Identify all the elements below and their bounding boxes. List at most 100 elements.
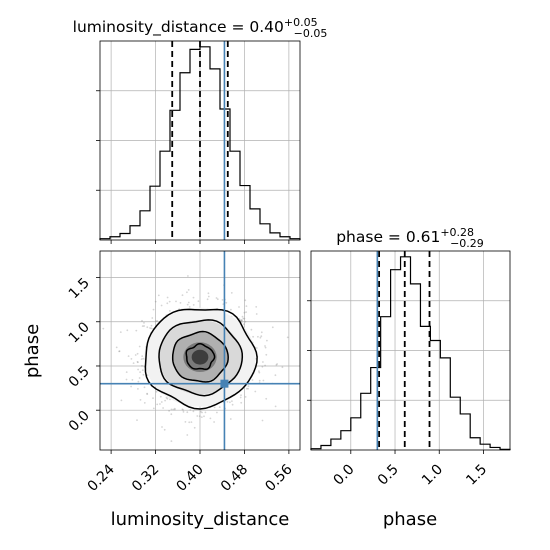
scatter-point xyxy=(130,385,133,388)
scatter-point xyxy=(286,336,289,339)
scatter-point xyxy=(186,303,189,306)
scatter-point xyxy=(137,368,140,371)
scatter-point xyxy=(134,354,137,356)
scatter-point xyxy=(170,408,173,411)
scatter-point xyxy=(238,306,240,308)
scatter-point xyxy=(119,331,122,333)
scatter-point xyxy=(118,350,121,353)
scatter-point xyxy=(198,415,201,418)
scatter-point xyxy=(229,401,231,404)
scatter-point xyxy=(168,410,171,412)
scatter-point xyxy=(247,385,250,387)
x-tick-label-phase: 1.0 xyxy=(419,462,446,489)
scatter-point xyxy=(264,346,267,349)
y-tick-label-phase: 1.5 xyxy=(66,275,93,302)
scatter-point xyxy=(245,305,248,307)
scatter-point xyxy=(139,399,142,401)
scatter-point xyxy=(165,396,168,399)
scatter-point xyxy=(138,345,141,348)
scatter-point xyxy=(266,339,268,342)
scatter-point xyxy=(136,361,139,363)
scatter-point xyxy=(164,399,167,402)
scatter-point xyxy=(199,410,202,413)
scatter-point xyxy=(160,401,163,403)
scatter-point xyxy=(244,320,247,323)
scatter-point xyxy=(254,390,257,393)
scatter-point xyxy=(125,371,128,373)
scatter-point xyxy=(258,379,261,382)
scatter-point xyxy=(255,313,258,315)
panel-joint-contour xyxy=(96,250,301,454)
scatter-point xyxy=(125,378,128,381)
scatter-point xyxy=(169,310,171,312)
scatter-point xyxy=(201,411,203,414)
histogram-step xyxy=(99,46,301,240)
scatter-point xyxy=(257,335,259,338)
scatter-point xyxy=(216,411,218,414)
scatter-point xyxy=(209,417,212,420)
y-tick-label-phase: 0.5 xyxy=(66,363,93,390)
scatter-point xyxy=(139,371,142,373)
scatter-point xyxy=(163,428,166,431)
scatter-point xyxy=(143,322,145,324)
scatter-point xyxy=(115,346,118,349)
scatter-point xyxy=(204,411,207,414)
x-tick-label-luminosity: 0.56 xyxy=(262,461,295,494)
y-axis-label-phase: phase xyxy=(22,324,43,378)
scatter-point xyxy=(142,357,145,360)
scatter-point xyxy=(142,373,145,376)
x-tick-label-phase: 0.5 xyxy=(375,462,402,489)
scatter-point xyxy=(188,421,191,424)
scatter-point xyxy=(186,411,189,414)
scatter-point xyxy=(203,415,205,418)
scatter-point xyxy=(187,301,190,304)
title-luminosity-distance: luminosity_distance = 0.40+0.05 −0.05 xyxy=(73,16,328,40)
scatter-point xyxy=(161,426,163,428)
panel-frame xyxy=(310,250,511,451)
scatter-point xyxy=(146,392,149,395)
scatter-point xyxy=(213,406,216,409)
scatter-point xyxy=(143,386,146,389)
title-phase: phase = 0.61+0.28 −0.29 xyxy=(336,226,484,250)
scatter-point xyxy=(218,406,221,408)
scatter-point xyxy=(102,327,105,330)
scatter-point xyxy=(231,400,233,402)
scatter-point xyxy=(143,325,146,327)
x-tick-label-phase: 0.0 xyxy=(331,462,358,489)
scatter-point xyxy=(244,299,247,302)
scatter-point xyxy=(193,426,196,429)
scatter-point xyxy=(240,319,243,321)
scatter-point xyxy=(172,408,175,411)
scatter-point xyxy=(239,319,242,321)
scatter-point xyxy=(190,421,193,423)
scatter-point xyxy=(262,379,265,382)
scatter-point xyxy=(216,298,219,301)
density-level xyxy=(191,349,209,365)
scatter-point xyxy=(241,315,244,318)
scatter-point xyxy=(261,419,264,422)
scatter-point xyxy=(255,347,258,349)
scatter-point xyxy=(207,292,210,295)
scatter-point xyxy=(188,306,191,308)
x-axis-label-luminosity-distance: luminosity_distance xyxy=(111,509,290,530)
x-tick-label-luminosity: 0.24 xyxy=(85,461,118,494)
scatter-point xyxy=(149,327,151,329)
scatter-point xyxy=(240,401,243,404)
scatter-point xyxy=(230,292,233,294)
scatter-point xyxy=(187,275,189,277)
scatter-point xyxy=(118,350,120,353)
y-tick-label-phase: 0.0 xyxy=(66,408,93,435)
scatter-point xyxy=(152,308,155,311)
scatter-point xyxy=(275,364,278,366)
scatter-point xyxy=(197,300,200,303)
scatter-point xyxy=(152,407,155,410)
panel-luminosity-distance-histogram xyxy=(96,40,301,244)
scatter-point xyxy=(186,291,188,294)
scatter-point xyxy=(274,405,277,408)
scatter-point xyxy=(173,407,176,410)
scatter-point xyxy=(243,311,246,314)
scatter-point xyxy=(242,317,245,320)
scatter-point xyxy=(259,336,262,339)
scatter-point xyxy=(244,396,247,398)
y-tick-label-phase: 1.0 xyxy=(66,319,93,346)
